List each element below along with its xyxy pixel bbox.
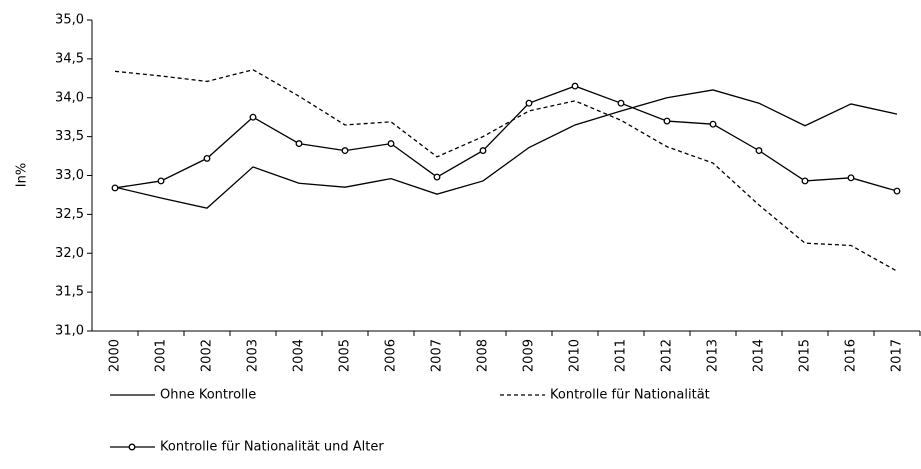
legend-label: Kontrolle für Nationalität und Alter: [160, 440, 384, 455]
x-tick-label: 2013: [706, 339, 721, 372]
legend-label: Ohne Kontrolle: [160, 388, 256, 403]
x-tick-label: 2008: [476, 339, 491, 372]
x-tick-label: 2011: [614, 339, 629, 372]
x-tick-label: 2017: [890, 339, 905, 372]
x-tick-label: 2016: [844, 339, 859, 372]
y-tick-label: 34,5: [55, 51, 84, 66]
point-marker: [387, 140, 395, 148]
point-marker: [111, 184, 119, 192]
x-tick-label: 2010: [568, 339, 583, 372]
point-marker: [433, 173, 441, 181]
point-marker: [479, 147, 487, 155]
x-tick-label: 2002: [200, 339, 215, 372]
series-line: [114, 85, 898, 192]
x-tick-label: 2015: [798, 339, 813, 372]
x-tick-label: 2001: [154, 339, 169, 372]
x-tick-label: 2014: [752, 339, 767, 372]
y-tick-label: 31,0: [55, 324, 84, 339]
point-marker: [249, 113, 257, 121]
legend-marker: [128, 443, 136, 451]
y-tick-label: 34,0: [55, 90, 84, 105]
x-tick-label: 2000: [108, 339, 123, 372]
point-marker: [893, 187, 901, 195]
point-marker: [755, 147, 763, 155]
y-axis-label: In%: [15, 163, 30, 187]
y-tick-label: 33,5: [55, 129, 84, 144]
x-tick-label: 2009: [522, 339, 537, 372]
series-line: [114, 69, 898, 272]
point-marker: [525, 99, 533, 107]
x-tick-label: 2003: [246, 339, 261, 372]
point-marker: [801, 177, 809, 185]
x-tick-label: 2012: [660, 339, 675, 372]
point-marker: [341, 147, 349, 155]
legend-label: Kontrolle für Nationalität: [550, 388, 710, 403]
point-marker: [571, 82, 579, 90]
point-marker: [663, 117, 671, 125]
x-tick-label: 2004: [292, 339, 307, 372]
y-tick-label: 32,0: [55, 246, 84, 261]
point-marker: [203, 154, 211, 162]
point-marker: [295, 140, 303, 148]
y-tick-label: 35,0: [55, 13, 84, 28]
y-tick-label: 31,5: [55, 285, 84, 300]
y-tick-label: 33,0: [55, 168, 84, 183]
x-tick-label: 2006: [384, 339, 399, 372]
point-marker: [847, 174, 855, 182]
point-marker: [617, 99, 625, 107]
point-marker: [157, 177, 165, 185]
y-tick-label: 32,5: [55, 207, 84, 222]
x-tick-label: 2007: [430, 339, 445, 372]
series-line: [114, 89, 898, 209]
point-marker: [709, 120, 717, 128]
x-tick-label: 2005: [338, 339, 353, 372]
